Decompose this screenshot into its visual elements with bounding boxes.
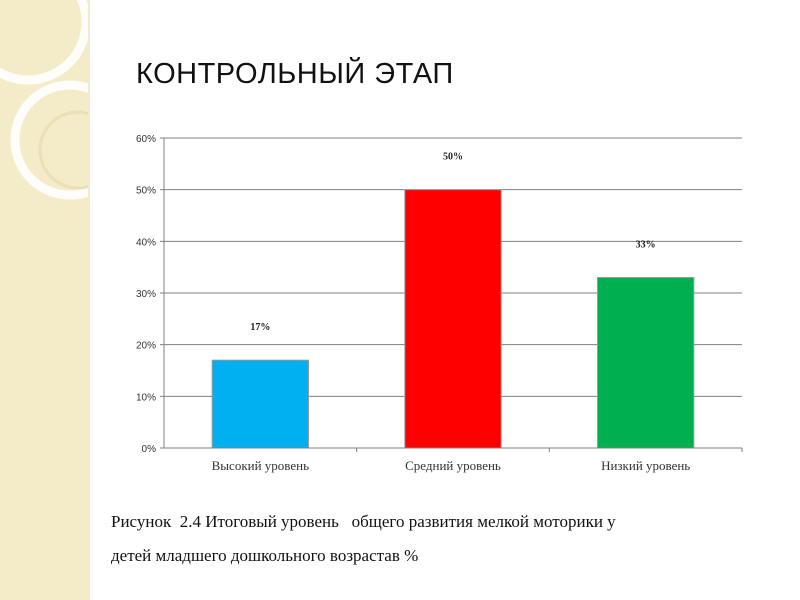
caption-line-1: Рисунок 2.4 Итоговый уровень общего разв… [111,512,616,531]
data-label: 50% [443,152,463,163]
bar [211,359,309,449]
y-tick-label: 0% [142,444,157,455]
y-tick-label: 30% [136,289,156,300]
y-tick-label: 20% [136,341,156,352]
side-divider [88,0,90,600]
data-label: 33% [636,240,656,251]
bar-chart: 0% 10% 20% 30% 40% 50% 60% 17% Высокий уровень 50… [136,134,743,473]
x-tick-label: Низкий уровень [601,458,690,473]
bar [404,189,502,449]
decorative-side-band [0,0,88,600]
y-tick-label: 40% [136,237,156,248]
x-tick-label: Высокий уровень [212,458,309,473]
y-tick-label: 10% [136,392,156,403]
figure-caption: Рисунок 2.4 Итоговый уровень общего разв… [111,505,751,573]
x-tick-label: Средний уровень [405,458,501,473]
slide-title: КОНТРОЛЬНЫЙ ЭТАП [136,58,454,90]
y-tick-label: 60% [136,134,156,145]
data-label: 17% [250,322,270,333]
decorative-rings [0,0,88,200]
caption-line-2: детей младшего дошкольного возрастав % [111,546,419,565]
y-tick-label: 50% [136,186,156,197]
bar [597,277,695,449]
